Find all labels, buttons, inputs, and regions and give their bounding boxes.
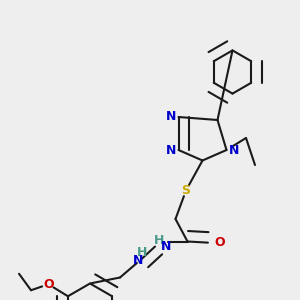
Text: O: O xyxy=(214,236,225,250)
Text: N: N xyxy=(229,143,239,157)
Text: N: N xyxy=(166,143,176,157)
Text: O: O xyxy=(43,278,54,291)
Text: S: S xyxy=(182,184,190,197)
Text: H: H xyxy=(137,245,148,259)
Text: N: N xyxy=(133,254,143,268)
Text: N: N xyxy=(166,110,176,124)
Text: H: H xyxy=(154,233,164,247)
Text: N: N xyxy=(161,240,171,254)
